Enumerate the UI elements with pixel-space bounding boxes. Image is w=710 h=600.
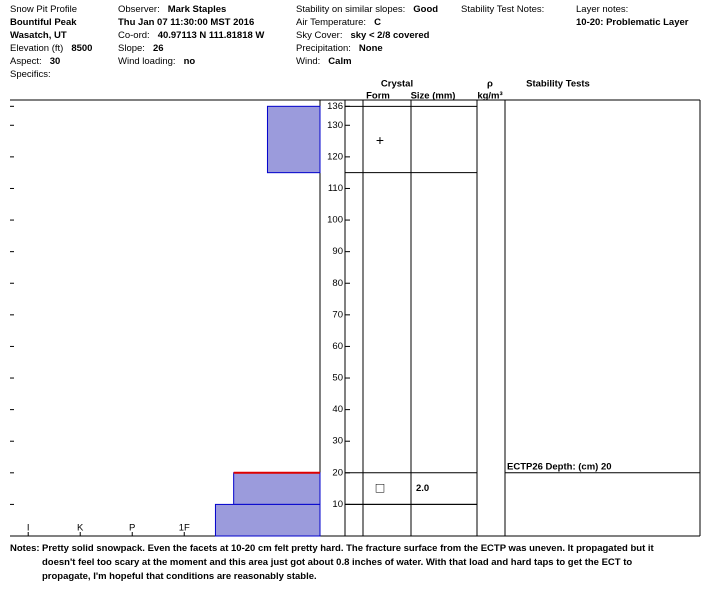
field-value: sky < 2/8 covered — [350, 30, 429, 41]
x-tick-label: K — [77, 523, 84, 534]
header-field: Slope: 26 — [118, 43, 164, 54]
header-field: Elevation (ft) 8500 — [10, 43, 92, 54]
header-field: Stability Test Notes: — [461, 4, 544, 15]
stability-label: ECTP26 Depth: (cm) 20 — [507, 461, 612, 472]
header-field: Specifics: — [10, 69, 51, 80]
header-field: Wind: Calm — [296, 56, 352, 67]
size-header: Size (mm) — [411, 91, 456, 102]
y-tick-label: 70 — [332, 309, 343, 320]
field-label: Sky Cover: — [296, 30, 342, 41]
field-label: Wind loading: — [118, 56, 176, 67]
field-value: C — [374, 17, 381, 28]
x-tick-label: P — [129, 523, 135, 534]
header-field: Air Temperature: C — [296, 17, 381, 28]
x-tick-label: I — [27, 523, 30, 534]
crystal-header: Crystal — [381, 79, 413, 90]
snow-profile: Crystal Form Size (mm) ρ kg/m³ Stability… — [10, 4, 701, 537]
header-field: Layer notes: — [576, 4, 628, 15]
field-label: Co-ord: — [118, 30, 150, 41]
field-value: Calm — [328, 56, 351, 67]
density-header: ρ — [487, 79, 493, 90]
y-tick-label: 80 — [332, 278, 343, 289]
header-field: Thu Jan 07 11:30:00 MST 2016 — [118, 17, 254, 28]
stability-header: Stability Tests — [526, 79, 590, 90]
field-label: Wind: — [296, 56, 320, 67]
field-value: 8500 — [71, 43, 92, 54]
grain-form: □ — [376, 479, 385, 495]
field-label: Aspect: — [10, 56, 42, 67]
y-tick-label: 30 — [332, 436, 343, 447]
y-tick-label: 90 — [332, 246, 343, 257]
notes-label: Notes: — [10, 543, 40, 554]
y-tick-label: 136 — [327, 101, 343, 112]
field-label: Stability on similar slopes: — [296, 4, 405, 15]
header-field: Wind loading: no — [118, 56, 195, 67]
field-label: Air Temperature: — [296, 17, 366, 28]
x-tick-label: 1F — [179, 523, 190, 534]
density-unit: kg/m³ — [477, 91, 502, 102]
y-tick-label: 40 — [332, 404, 343, 415]
field-value: 10-20: Problematic Layer — [576, 17, 689, 28]
header-field: Aspect: 30 — [10, 56, 60, 67]
field-label: Stability Test Notes: — [461, 4, 544, 15]
field-value: 40.97113 N 111.81818 W — [158, 30, 265, 41]
field-label: Precipitation: — [296, 43, 351, 54]
notes-text: Pretty solid snowpack. Even the facets a… — [42, 543, 654, 582]
field-value: no — [184, 56, 196, 67]
field-value: 26 — [153, 43, 164, 54]
y-tick-label: 60 — [332, 341, 343, 352]
hardness-bar — [214, 503, 321, 537]
form-header: Form — [366, 91, 390, 102]
hardness-bar — [233, 472, 321, 505]
field-label: Layer notes: — [576, 4, 628, 15]
header-field: 10-20: Problematic Layer — [576, 17, 689, 28]
y-tick-label: 50 — [332, 373, 343, 384]
y-tick-label: 130 — [327, 120, 343, 131]
field-label: Elevation (ft) — [10, 43, 63, 54]
header-field: Snow Pit Profile — [10, 4, 77, 15]
field-value: None — [359, 43, 383, 54]
header-field: Sky Cover: sky < 2/8 covered — [296, 30, 430, 41]
header-field: Observer: Mark Staples — [118, 4, 226, 15]
field-value: Thu Jan 07 11:30:00 MST 2016 — [118, 17, 254, 28]
y-tick-label: 100 — [327, 215, 343, 226]
y-tick-label: 120 — [327, 151, 343, 162]
grain-form: + — [376, 132, 384, 148]
header-field: Bountiful Peak — [10, 17, 77, 28]
grain-size: 2.0 — [416, 483, 429, 494]
hardness-bar — [266, 105, 321, 174]
field-label: Snow Pit Profile — [10, 4, 77, 15]
field-label: Specifics: — [10, 69, 51, 80]
field-value: Good — [413, 4, 438, 15]
field-value: Bountiful Peak — [10, 17, 77, 28]
y-tick-label: 110 — [328, 183, 343, 194]
field-value: Mark Staples — [168, 4, 227, 15]
header-field: Stability on similar slopes: Good — [296, 4, 438, 15]
field-label: Slope: — [118, 43, 145, 54]
header-field: Co-ord: 40.97113 N 111.81818 W — [118, 30, 264, 41]
field-value: 30 — [50, 56, 61, 67]
field-value: Wasatch, UT — [10, 30, 67, 41]
y-tick-label: 10 — [332, 499, 343, 510]
y-tick-label: 20 — [332, 467, 343, 478]
notes: Notes: Pretty solid snowpack. Even the f… — [10, 542, 665, 584]
field-label: Observer: — [118, 4, 160, 15]
header-field: Wasatch, UT — [10, 30, 67, 41]
header-field: Precipitation: None — [296, 43, 383, 54]
